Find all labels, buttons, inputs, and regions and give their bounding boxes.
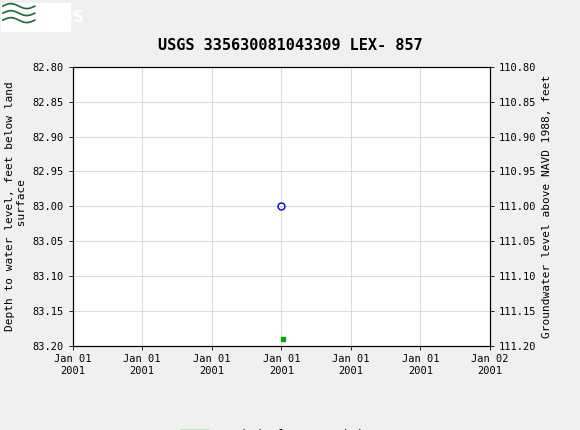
Y-axis label: Depth to water level, feet below land
 surface: Depth to water level, feet below land su… <box>5 82 27 331</box>
Y-axis label: Groundwater level above NAVD 1988, feet: Groundwater level above NAVD 1988, feet <box>542 75 552 338</box>
Text: USGS 335630081043309 LEX- 857: USGS 335630081043309 LEX- 857 <box>158 38 422 52</box>
FancyBboxPatch shape <box>1 3 71 32</box>
Legend: Period of approved data: Period of approved data <box>175 424 387 430</box>
Text: USGS: USGS <box>38 10 85 25</box>
